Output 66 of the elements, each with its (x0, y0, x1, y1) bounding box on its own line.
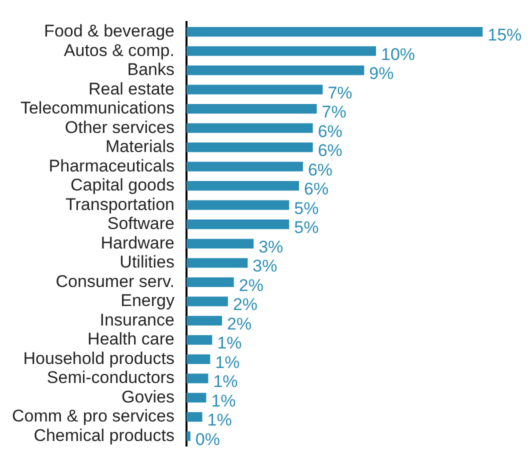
data-label: 5% (294, 218, 319, 238)
bar (186, 335, 212, 345)
y-tick-label: Telecommunications (20, 98, 174, 118)
data-label: 1% (207, 410, 232, 430)
data-label: 7% (328, 83, 352, 102)
y-tick-label: Pharmaceuticals (48, 156, 174, 176)
data-label: 1% (213, 372, 238, 392)
bar (186, 123, 313, 133)
data-label: 0% (195, 430, 220, 449)
bar (186, 104, 317, 114)
data-label: 6% (304, 180, 329, 199)
y-tick-label: Semi-conductors (46, 368, 174, 388)
bar (186, 374, 208, 384)
data-label: 15% (488, 26, 522, 45)
y-tick-label: Insurance (100, 310, 174, 330)
bar (186, 142, 313, 152)
data-label: 10% (381, 44, 416, 64)
data-label: 2% (238, 276, 264, 295)
y-tick-label: Real estate (88, 79, 174, 98)
bar (186, 84, 323, 94)
y-tick-label: Banks (127, 60, 174, 80)
bar (186, 296, 228, 306)
data-label: 2% (227, 314, 252, 334)
bar (186, 200, 290, 210)
data-label: 6% (318, 122, 342, 141)
y-tick-label: Health care (88, 330, 174, 349)
y-tick-label: Software (107, 214, 174, 234)
bar (186, 412, 202, 422)
data-label: 3% (252, 256, 278, 276)
data-label: 6% (308, 160, 333, 180)
y-tick-label: Consumer serv. (56, 272, 174, 291)
bar (186, 181, 300, 191)
y-tick-label: Hardware (100, 233, 174, 252)
y-tick-label: Autos & comp. (64, 40, 174, 60)
data-label: 1% (217, 334, 242, 353)
y-tick-label: Govies (122, 387, 174, 406)
bar (186, 220, 290, 230)
bar (186, 392, 206, 402)
data-label: 5% (294, 198, 319, 218)
bar (186, 431, 190, 441)
bar (186, 27, 483, 37)
data-label: 1% (215, 352, 240, 372)
bar (186, 354, 210, 364)
data-label: 7% (322, 102, 346, 122)
bar (186, 66, 364, 76)
bar (186, 238, 254, 248)
y-tick-label: Transportation (65, 194, 174, 214)
y-tick-label: Household products (23, 348, 174, 368)
y-tick-label: Utilities (120, 252, 174, 272)
bar (186, 162, 303, 172)
y-tick-label: Comm & pro services (12, 406, 174, 426)
data-label: 6% (318, 141, 342, 160)
bar (186, 46, 376, 56)
bar (186, 316, 222, 326)
data-label: 3% (258, 237, 284, 256)
y-tick-label: Other services (64, 118, 174, 137)
y-tick-label: Materials (106, 137, 174, 156)
data-label: 1% (211, 391, 236, 410)
y-tick-label: Food & beverage (44, 22, 174, 41)
y-tick-label: Chemical products (34, 426, 174, 445)
bar (186, 258, 248, 268)
data-label: 9% (369, 64, 394, 84)
y-tick-label: Capital goods (70, 176, 174, 195)
y-tick-label: Energy (120, 291, 175, 310)
bar (186, 277, 234, 287)
data-label: 2% (232, 295, 258, 314)
